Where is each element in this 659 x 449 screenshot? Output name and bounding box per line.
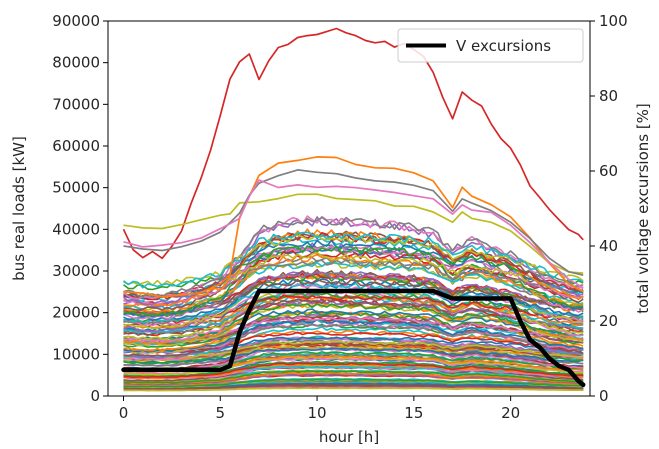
y-tick-label: 10000 [52,345,100,363]
bus-load-line [123,372,584,385]
bus-load-line [123,363,584,380]
bus-load-line [123,362,584,379]
y2-tick-label: 0 [599,387,609,405]
x-tick-label: 0 [119,404,129,422]
x-tick-label: 5 [215,404,225,422]
bus-load-line [123,231,584,289]
y-tick-label: 60000 [52,137,100,155]
v-excursions-line [121,288,586,388]
bus-load-highlight-line-3 [123,169,584,277]
bus-load-line [123,331,584,354]
y-axis-label: bus real loads [kW] [10,136,28,281]
plot-frame [107,20,591,397]
bus-load-line [123,229,584,311]
bus-load-highlight-line-0 [122,27,584,260]
y-tick-label: 20000 [52,304,100,322]
y-tick-label: 40000 [52,220,100,238]
bus-load-line [123,301,584,345]
y-tick-label: 80000 [52,54,100,72]
y2-tick-label: 60 [599,162,618,180]
x-tick-label: 15 [404,404,423,422]
y-tick-label: 90000 [52,12,100,30]
bus-load-line [123,347,584,372]
y-tick-label: 70000 [52,95,100,113]
bus-load-line [123,260,584,311]
bus-load-line [123,245,584,291]
y-axis-ticks: 0 10000 20000 30000 40000 50000 60000 70000 8000… [52,12,108,405]
y2-tick-label: 20 [599,312,618,330]
y2-tick-label: 80 [599,87,618,105]
bus-load-line [123,384,584,390]
v-excursions-group [121,288,586,388]
y2-axis-ticks: 0 20 40 60 80 100 [590,12,628,405]
x-tick-label: 10 [308,404,327,422]
bus-load-highlight-line-2 [123,156,584,298]
y-tick-label: 30000 [52,262,100,280]
x-axis-label: hour [h] [319,428,379,446]
bus-load-highlight-lines [122,27,584,298]
bus-load-lines [122,215,584,392]
bus-load-line [123,318,584,353]
y2-tick-label: 100 [599,12,628,30]
x-tick-label: 20 [501,404,520,422]
x-axis-ticks: 0 5 10 15 20 [119,396,520,422]
legend-label-v-excursions: V excursions [456,37,551,55]
bus-load-highlight-line-4 [123,179,584,289]
bus-load-line [123,387,584,392]
bus-load-line [123,370,584,384]
bus-load-line [123,298,584,336]
bus-load-line [123,271,584,317]
y-tick-label: 50000 [52,179,100,197]
bus-load-line [123,378,584,388]
legend: V excursions [397,28,584,63]
bus-load-line [123,232,584,299]
bus-load-line [123,233,584,287]
bus-load-line [123,342,584,361]
bus-load-line [123,261,584,310]
bus-load-highlight-line-1 [123,193,584,274]
bus-load-line [123,360,584,378]
bus-load-line [123,347,584,364]
legend-box [397,28,584,63]
bus-load-line [123,282,584,327]
bus-load-line [123,340,584,359]
bus-load-line [123,308,584,341]
y2-axis-label: total voltage excursions [%] [634,103,652,314]
y-tick-label: 0 [90,387,100,405]
bus-load-line [123,303,584,340]
y2-tick-label: 40 [599,237,618,255]
bus-load-line [123,314,584,346]
